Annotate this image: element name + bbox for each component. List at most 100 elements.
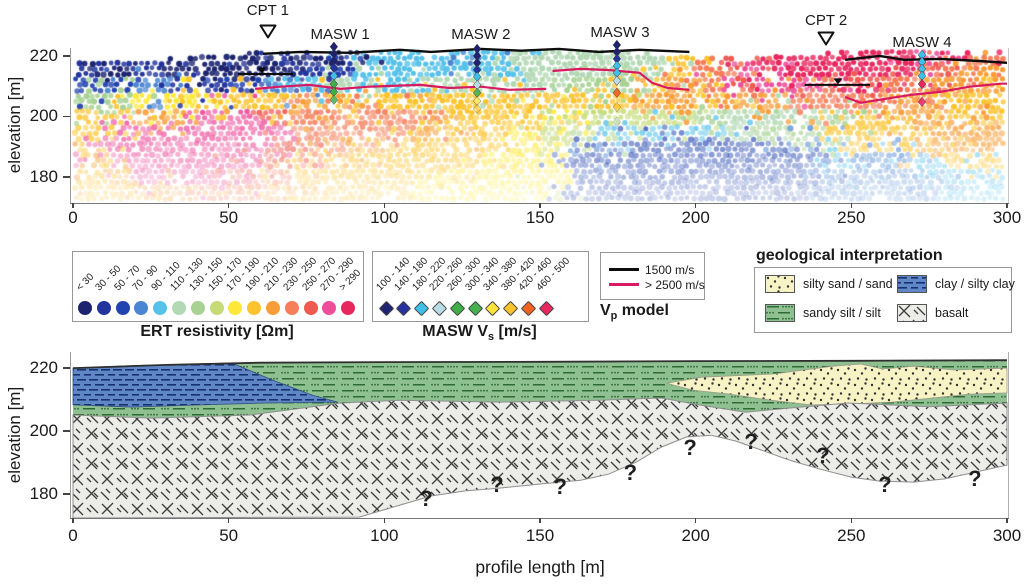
- x-tick-label: 100: [370, 208, 399, 227]
- masw-vs-point: [329, 94, 339, 105]
- vp-legend-title: Vp model: [600, 302, 720, 325]
- geological-cross-section-plot: ?????????: [70, 352, 1009, 518]
- cpt-triangle: [259, 24, 277, 39]
- masw-bin-diamond: [378, 300, 394, 317]
- uncertainty-question-mark: ?: [968, 466, 981, 491]
- masw-bin-diamond: [538, 300, 554, 317]
- geology-legend: silty sand / sand clay / silty clay sandy …: [754, 267, 1015, 333]
- y-tick-mark: [63, 115, 70, 118]
- geology-item-label: silty sand / sand: [803, 277, 893, 291]
- masw-vs-point: [612, 116, 622, 128]
- geology-swatch-sand: [765, 275, 795, 293]
- ert-bin-dot: [172, 301, 186, 315]
- ert-bin-dot: [209, 301, 224, 315]
- ert-bin-dot: [303, 301, 318, 315]
- x-tick-label: 250: [837, 208, 866, 227]
- bottom-right-frame: [1008, 352, 1009, 518]
- bottom-left-frame: [70, 352, 71, 518]
- geology-swatch-silt: [765, 304, 795, 322]
- vp-legend-line: [609, 283, 639, 286]
- x-tick-label: 150: [525, 526, 555, 545]
- geology-swatch-clay: [897, 275, 927, 293]
- ert-bin-dot: [228, 301, 243, 315]
- geology-swatch-rect: [897, 304, 927, 322]
- geology-swatch-rect: [765, 304, 795, 322]
- uncertainty-question-mark: ?: [816, 443, 829, 468]
- vp-legend-label: 1500 m/s: [645, 263, 695, 277]
- masw-vs-point: [917, 78, 927, 90]
- masw-title-prefix: MASW V: [422, 323, 489, 340]
- cpt-label: CPT 1: [246, 2, 290, 19]
- x-tick-label: 250: [837, 526, 866, 545]
- geology-swatch-basalt: [897, 304, 927, 322]
- geology-legend-title: geological interpretation: [756, 247, 943, 264]
- ert-bin-dot: [78, 301, 92, 315]
- x-tick-label: 50: [219, 526, 239, 545]
- ert-bin-dot: [153, 301, 168, 315]
- top-right-frame: [1008, 48, 1009, 203]
- cpt-label: CPT 2: [804, 12, 848, 29]
- y-tick-mark: [63, 430, 70, 432]
- vp-legend-label: > 2500 m/s: [645, 278, 705, 292]
- profile-overlays: [238, 39, 1008, 128]
- x-tick-label: 200: [681, 208, 710, 227]
- uncertainty-question-mark: ?: [683, 435, 696, 460]
- uncertainty-question-mark: ?: [490, 472, 503, 497]
- masw-bin-diamond: [467, 300, 483, 317]
- masw-column: [329, 41, 339, 105]
- masw-title-suffix: [m/s]: [494, 323, 537, 340]
- x-tick-label: 0: [68, 208, 78, 227]
- masw-bin-diamond: [520, 300, 537, 317]
- ert-bin-dot: [190, 301, 205, 315]
- ert-bin-dot: [284, 301, 299, 315]
- masw-vs-point: [612, 75, 622, 86]
- bottom-elevation-axis-label: elevation [m]: [5, 386, 24, 484]
- ert-legend-title: ERT resistivity [Ωm]: [140, 323, 294, 340]
- masw-bin-diamond: [449, 300, 465, 317]
- geology-item-label: clay / silty clay: [935, 277, 1015, 291]
- top-left-frame: [70, 48, 71, 203]
- vp-title-suffix: model: [617, 302, 669, 319]
- water-table-marker-icon: [833, 78, 843, 85]
- uncertainty-question-mark: ?: [878, 472, 891, 497]
- vp-title-prefix: V: [600, 302, 611, 319]
- ert-bin-dot: [134, 301, 149, 315]
- x-tick-label: 0: [68, 526, 78, 545]
- masw-label: MASW 2: [451, 26, 511, 43]
- profile-length-axis-label: profile length [m]: [475, 557, 605, 577]
- vp-legend-line: [609, 268, 639, 271]
- masw-title-sub: s: [488, 331, 495, 344]
- ert-bin-dot: [266, 301, 280, 315]
- x-tick-label: 150: [525, 208, 555, 227]
- uncertainty-question-mark: ?: [624, 460, 637, 485]
- vp-model-legend: 1500 m/s > 2500 m/s: [600, 252, 705, 300]
- masw-vs-point: [917, 96, 927, 108]
- ground-surface-line: [72, 359, 1008, 369]
- masw-vs-legend: 100 - 140 140 - 180 180 - 220 220 - 260 260 …: [372, 251, 589, 322]
- ert-bin-dot: [115, 301, 130, 315]
- y-tick-mark: [63, 367, 70, 369]
- masw-bin-diamond: [413, 300, 430, 317]
- x-tick-label: 200: [681, 526, 710, 545]
- masw-label: MASW 3: [590, 24, 650, 41]
- masw-bin-diamond: [396, 300, 412, 317]
- masw-column: [472, 43, 482, 115]
- cpt-triangle: [817, 31, 835, 46]
- masw-vs-point: [472, 103, 482, 115]
- masw-vs-point: [612, 101, 622, 113]
- geology-swatch-rect: [765, 275, 795, 293]
- masw-column: [612, 39, 622, 128]
- cpt-marker-icon: [817, 31, 835, 46]
- masw-legend-title: MASW Vs [m/s]: [372, 323, 587, 346]
- geology-swatch-rect: [897, 275, 927, 293]
- vp-title-sub: p: [610, 310, 618, 323]
- vp-2500-line: [255, 83, 547, 91]
- x-tick-label: 300: [992, 208, 1022, 227]
- ert-bin-dot: [341, 301, 356, 315]
- x-tick-label: 50: [219, 208, 239, 227]
- masw-bin-diamond: [502, 300, 519, 317]
- masw-label: MASW 1: [310, 26, 370, 43]
- ert-resistivity-legend: < 30 30 - 50 50 - 70 70 - 90 90 - 110 110 - 1…: [72, 251, 364, 322]
- vp-2500-line: [552, 67, 690, 91]
